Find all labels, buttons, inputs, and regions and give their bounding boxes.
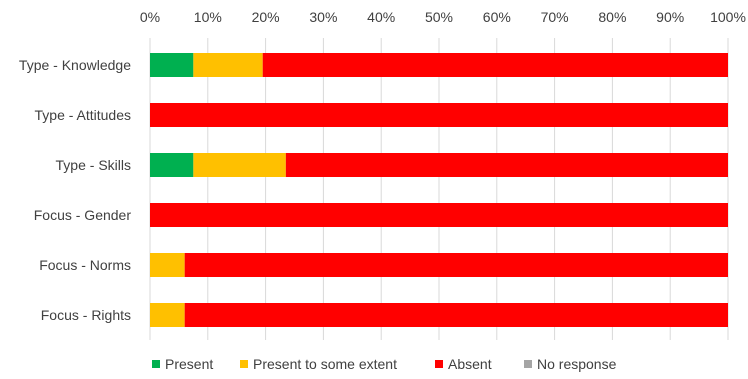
- bar-segment-present: [150, 53, 194, 77]
- bar-segment-absent: [285, 153, 728, 177]
- bar-segment-present-to-some-extent: [150, 303, 185, 327]
- category-label: Type - Attitudes: [35, 107, 132, 123]
- category-label: Focus - Norms: [39, 257, 131, 273]
- legend-swatch: [435, 360, 443, 368]
- bar-segment-absent: [184, 303, 728, 327]
- category-label: Type - Skills: [56, 157, 131, 173]
- legend-label: Absent: [448, 356, 492, 372]
- x-tick-label: 90%: [656, 9, 684, 25]
- legend-label: No response: [537, 356, 617, 372]
- legend-label: Present to some extent: [253, 356, 397, 372]
- bar-segment-present-to-some-extent: [150, 253, 185, 277]
- x-tick-label: 60%: [483, 9, 511, 25]
- bar-segment-absent: [184, 253, 728, 277]
- x-tick-label: 100%: [710, 9, 746, 25]
- legend: Present Present to some extent Absent No re…: [152, 356, 617, 372]
- legend-label: Present: [165, 356, 213, 372]
- bar-segment-present-to-some-extent: [193, 153, 286, 177]
- legend-swatch: [152, 360, 160, 368]
- x-tick-label: 40%: [367, 9, 395, 25]
- bar-segment-absent: [262, 53, 728, 77]
- bar-segment-present-to-some-extent: [193, 53, 263, 77]
- x-axis-tick-labels: 0% 10% 20% 30% 40% 50% 60% 70% 80% 90% 100%: [140, 9, 746, 25]
- gridlines: [149, 38, 729, 340]
- legend-swatch: [524, 360, 532, 368]
- x-tick-label: 80%: [598, 9, 626, 25]
- legend-swatch: [240, 360, 248, 368]
- x-tick-label: 30%: [309, 9, 337, 25]
- category-label: Focus - Gender: [34, 207, 132, 223]
- bar-segment-present: [150, 153, 194, 177]
- category-labels: Type - Knowledge Type - Attitudes Type - S…: [19, 57, 131, 323]
- bars: [150, 53, 728, 327]
- x-tick-label: 20%: [252, 9, 280, 25]
- x-tick-label: 10%: [194, 9, 222, 25]
- bar-segment-absent: [150, 103, 728, 127]
- bar-segment-absent: [150, 203, 728, 227]
- category-label: Focus - Rights: [41, 307, 131, 323]
- x-tick-label: 0%: [140, 9, 160, 25]
- x-tick-label: 70%: [541, 9, 569, 25]
- x-tick-label: 50%: [425, 9, 453, 25]
- category-label: Type - Knowledge: [19, 57, 131, 73]
